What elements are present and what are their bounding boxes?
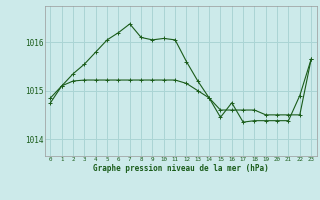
X-axis label: Graphe pression niveau de la mer (hPa): Graphe pression niveau de la mer (hPa) bbox=[93, 164, 269, 173]
